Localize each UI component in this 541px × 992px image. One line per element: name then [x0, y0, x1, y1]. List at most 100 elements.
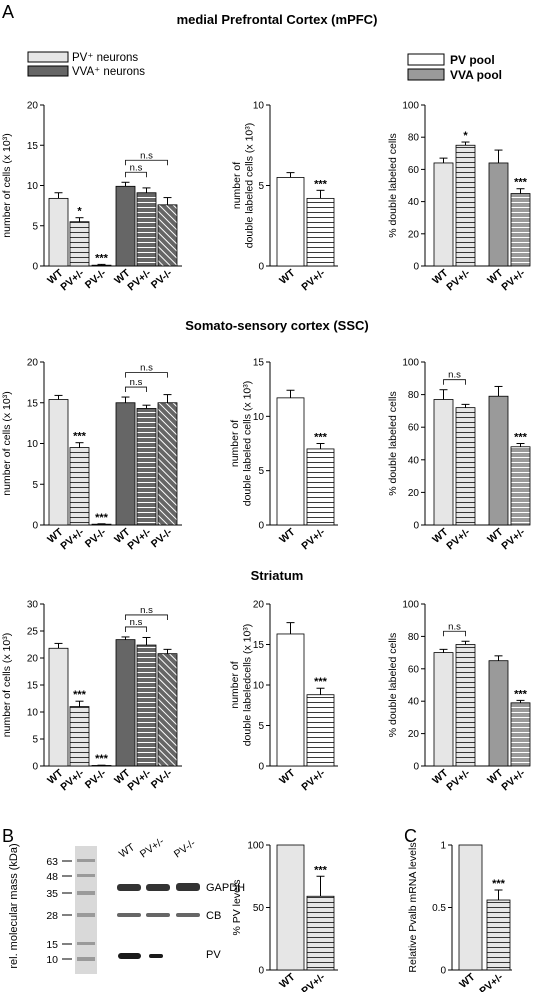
- y-tick-label: 0: [258, 262, 264, 273]
- x-tick-label: PV+/-: [58, 526, 86, 553]
- x-tick-label: PV+/-: [58, 767, 86, 794]
- y-tick-label: 15: [27, 398, 39, 409]
- y-axis-label: Relative Pvalb mRNA levels: [407, 842, 419, 972]
- marker-10: 10: [46, 954, 58, 966]
- bar: [91, 523, 112, 526]
- bracket-label: n.s: [448, 621, 461, 632]
- y-axis-label: % double labeled cells: [387, 133, 399, 238]
- x-tick-label: WT: [277, 767, 298, 787]
- bar: [91, 264, 112, 267]
- bar: [458, 844, 483, 971]
- bar: [433, 162, 454, 267]
- bar: [276, 177, 305, 267]
- y-tick-label: 20: [408, 229, 420, 240]
- bracket-label: n.s: [130, 162, 143, 173]
- x-tick-label: PV+/-: [125, 267, 153, 294]
- significance-label: ***: [95, 753, 109, 765]
- bar: [486, 899, 511, 971]
- y-tick-label: 20: [27, 101, 39, 112]
- y-tick-label: 0: [32, 762, 38, 773]
- bar: [48, 197, 69, 267]
- lane-label-pv-het: PV+/-: [138, 835, 167, 860]
- chart-b-pv-levels: 0 50 100 % PV levels WT *** PV+/-: [231, 841, 338, 992]
- marker-48: 48: [46, 871, 58, 883]
- bar: [510, 193, 531, 267]
- marker-15: 15: [46, 939, 58, 951]
- section-title-mpfc: medial Prefrontal Cortex (mPFC): [177, 12, 378, 27]
- y-tick-label: 5: [32, 221, 38, 232]
- chart-striatum-double: 0 5 10 15 20 number ofdouble labeledcells (x …: [229, 600, 338, 793]
- significance-label: ***: [514, 688, 528, 700]
- significance-bracket: [443, 630, 466, 637]
- panel-letter-b: B: [2, 826, 14, 846]
- bar: [276, 397, 305, 526]
- y-axis-label: number of cells (x 10³): [1, 391, 13, 495]
- y-tick-label: 1: [440, 841, 446, 852]
- x-tick-label: PV+/-: [125, 526, 153, 553]
- lane-label-pv-ko: PV-/-: [172, 837, 198, 861]
- bracket-label: n.s: [140, 605, 153, 616]
- bar: [276, 633, 305, 767]
- western-blot: rel. molecular mass (kDa) 63 48 35 28 15…: [8, 835, 245, 974]
- y-tick-label: 15: [253, 358, 265, 369]
- y-tick-label: 15: [253, 640, 265, 651]
- bar: [433, 399, 454, 526]
- x-tick-label: PV-/-: [83, 526, 109, 551]
- y-tick-label: 0: [258, 762, 264, 773]
- chart-mpfc-double: 0 5 10 number ofdouble labeled cells (x 10³…: [231, 101, 338, 293]
- y-axis-label: % PV levels: [231, 879, 243, 935]
- y-tick-label: 5: [32, 735, 38, 746]
- y-axis-label: % double labeled cells: [387, 633, 399, 738]
- marker-ticks: [62, 860, 72, 960]
- y-axis-label: number ofdouble labeled cells (x 10³): [229, 381, 254, 507]
- x-tick-label: PV-/-: [149, 526, 175, 551]
- bar: [306, 694, 335, 767]
- band-pv: [118, 953, 163, 959]
- y-tick-label: 80: [408, 390, 420, 401]
- bar: [433, 652, 454, 767]
- significance-label: ***: [95, 252, 109, 264]
- x-tick-label: PV-/-: [149, 267, 175, 292]
- significance-label: ***: [314, 864, 328, 876]
- y-tick-label: 20: [27, 654, 39, 665]
- y-tick-label: 60: [408, 165, 420, 176]
- x-tick-label: PV+/-: [499, 267, 527, 294]
- y-tick-label: 20: [408, 729, 420, 740]
- band-label-pv: PV: [206, 949, 221, 961]
- y-tick-label: 0: [32, 262, 38, 273]
- bar: [115, 639, 136, 767]
- y-tick-label: 40: [408, 455, 420, 466]
- significance-label: ***: [514, 432, 528, 444]
- x-tick-label: PV+/-: [299, 971, 327, 992]
- x-tick-label: PV-/-: [83, 767, 109, 792]
- legend-swatch-vva: [27, 65, 69, 77]
- y-tick-label: 0: [413, 262, 419, 273]
- legend-right: PV pool VVA pool: [407, 53, 502, 82]
- legend-label-vva: VVA⁺ neurons: [72, 66, 145, 78]
- significance-label: ***: [314, 178, 328, 190]
- blot-ylabel: rel. molecular mass (kDa): [8, 843, 20, 968]
- bar: [69, 706, 90, 767]
- y-tick-label: 10: [27, 181, 39, 192]
- y-tick-label: 5: [258, 466, 264, 477]
- x-tick-label: PV+/-: [499, 767, 527, 794]
- y-tick-label: 5: [32, 480, 38, 491]
- y-tick-label: 60: [408, 664, 420, 675]
- y-tick-label: 15: [27, 681, 39, 692]
- bar: [157, 653, 178, 767]
- significance-label: ***: [314, 676, 328, 688]
- x-tick-label: PV-/-: [149, 767, 175, 792]
- y-tick-label: 0: [258, 521, 264, 532]
- bar: [69, 447, 90, 526]
- bar: [276, 844, 305, 971]
- x-tick-label: WT: [277, 526, 298, 546]
- band-cb: [117, 913, 200, 917]
- y-tick-label: 10: [253, 412, 265, 423]
- bracket-label: n.s: [130, 377, 143, 388]
- bar: [306, 448, 335, 526]
